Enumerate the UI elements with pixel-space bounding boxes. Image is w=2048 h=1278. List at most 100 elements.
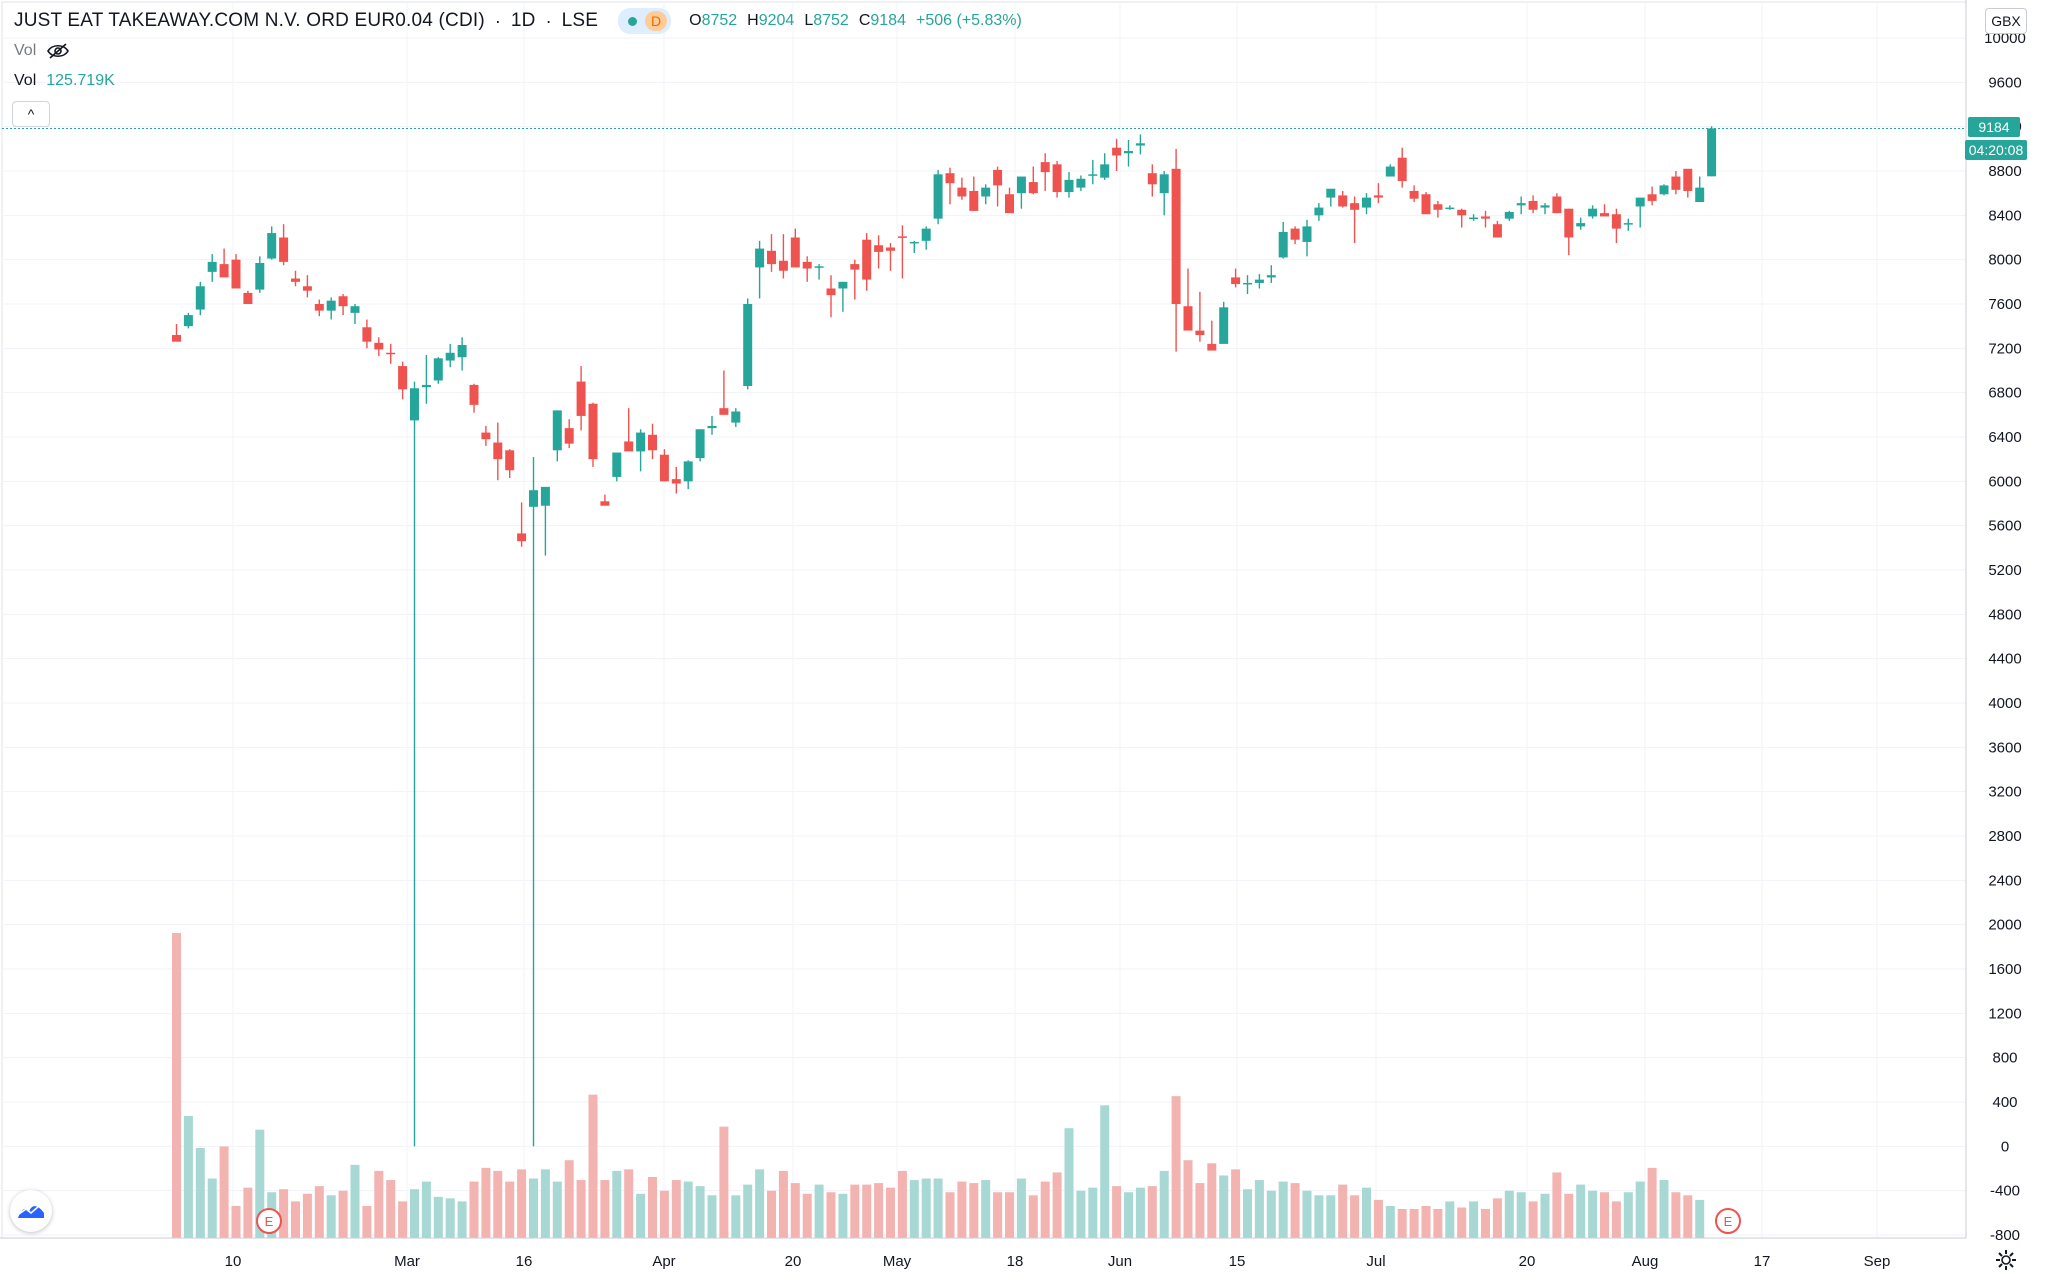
- time-tick-label: Mar: [394, 1253, 420, 1270]
- last-price-label: 9184: [1968, 117, 2020, 137]
- candle-body: [552, 410, 562, 451]
- volume-bar: [683, 1181, 693, 1238]
- candle-body: [1362, 197, 1371, 208]
- market-status[interactable]: D: [618, 8, 672, 34]
- candle-body: [1707, 128, 1717, 177]
- hidden-volume-row: Vol: [14, 42, 70, 60]
- currency-selector[interactable]: GBX: [1985, 8, 2027, 34]
- volume-bar: [1457, 1207, 1467, 1238]
- volume-bar: [909, 1180, 919, 1238]
- candle-body: [957, 187, 967, 197]
- gear-icon[interactable]: [1994, 1248, 2018, 1272]
- candle-body: [838, 281, 848, 289]
- candle-body: [398, 366, 408, 390]
- time-tick-label: 17: [1754, 1253, 1771, 1270]
- candle-body: [683, 461, 693, 482]
- volume-bar: [1409, 1209, 1419, 1238]
- volume-bar: [410, 1189, 419, 1238]
- candle-body: [481, 432, 491, 440]
- volume-bar: [1623, 1192, 1633, 1238]
- candle-body: [1088, 174, 1098, 176]
- candle-body: [255, 262, 265, 290]
- candle-body: [433, 358, 443, 381]
- volume-bar: [505, 1181, 515, 1238]
- price-tick-label: 2000: [1988, 917, 2021, 934]
- tradingview-logo-icon[interactable]: [10, 1190, 52, 1232]
- candle-body: [1254, 279, 1264, 283]
- candle-body: [1302, 226, 1312, 242]
- time-tick-label: 20: [785, 1253, 802, 1270]
- candle-body: [1124, 151, 1133, 154]
- volume-bar: [1445, 1201, 1455, 1238]
- volume-bar: [1516, 1192, 1526, 1238]
- volume-bar: [540, 1169, 550, 1238]
- volume-bar: [969, 1183, 979, 1238]
- delay-badge: D: [645, 11, 668, 31]
- volume-label: Vol: [14, 72, 37, 89]
- volume-bar: [1647, 1167, 1657, 1238]
- candle-body: [1600, 213, 1609, 217]
- time-tick-label: Aug: [1632, 1253, 1659, 1270]
- candle-body: [1052, 164, 1062, 193]
- volume-bar: [1076, 1190, 1086, 1238]
- candle-body: [1350, 203, 1360, 210]
- volume-bar: [1552, 1172, 1562, 1238]
- volume-bar: [1433, 1209, 1443, 1238]
- volume-bar: [481, 1167, 491, 1238]
- earnings-marker[interactable]: E: [256, 1208, 282, 1234]
- volume-bar: [1135, 1187, 1145, 1238]
- candle-body: [1135, 143, 1145, 146]
- high-value: 9204: [758, 12, 795, 29]
- price-tick-label: -800: [1990, 1227, 2020, 1244]
- volume-bar: [326, 1195, 336, 1238]
- candle-body: [1183, 306, 1193, 331]
- earnings-marker[interactable]: E: [1715, 1208, 1741, 1234]
- candle-body: [1385, 166, 1395, 177]
- candle-body: [183, 315, 193, 327]
- volume-bar: [374, 1170, 384, 1238]
- candle-body: [1695, 187, 1705, 203]
- candle-body: [576, 381, 586, 416]
- candle-body: [1635, 197, 1645, 207]
- volume-bar: [314, 1186, 324, 1238]
- interval-label[interactable]: 1D: [510, 10, 536, 31]
- candle-body: [1266, 275, 1276, 278]
- volume-label: Vol: [14, 42, 37, 59]
- price-tick-label: 6400: [1988, 429, 2021, 446]
- volume-bar: [1576, 1184, 1586, 1238]
- candle-body: [731, 411, 741, 423]
- candle-body: [1564, 208, 1574, 238]
- candle-body: [648, 434, 657, 451]
- volume-bar: [1564, 1193, 1574, 1238]
- price-tick-label: 800: [1992, 1050, 2017, 1067]
- candle-body: [231, 259, 241, 289]
- volume-bar: [790, 1183, 800, 1238]
- volume-bar: [659, 1190, 669, 1238]
- candle-body: [338, 296, 348, 307]
- price-tick-label: 8400: [1988, 207, 2021, 224]
- volume-bar: [743, 1184, 753, 1238]
- candle-body: [636, 432, 646, 452]
- ohlc-values: O8752 H9204 L8752 C9184 +506 (+5.83%): [689, 12, 1022, 30]
- price-tick-label: 7200: [1988, 340, 2021, 357]
- volume-bar: [1254, 1180, 1264, 1238]
- volume-bar: [1326, 1195, 1336, 1238]
- volume-bar: [707, 1195, 717, 1238]
- time-tick-label: 20: [1519, 1253, 1536, 1270]
- volume-bar: [802, 1193, 812, 1238]
- candle-body: [243, 292, 253, 304]
- eye-off-icon[interactable]: [46, 42, 70, 60]
- volume-bar: [1028, 1195, 1038, 1238]
- candle-body: [350, 306, 360, 313]
- candle-body: [790, 237, 800, 268]
- candle-body: [969, 190, 979, 211]
- price-tick-label: 5600: [1988, 518, 2021, 535]
- collapse-legend-button[interactable]: ^: [12, 101, 50, 127]
- price-tick-label: 400: [1992, 1094, 2017, 1111]
- candle-body: [897, 236, 907, 238]
- symbol-title[interactable]: JUST EAT TAKEAWAY.COM N.V. ORD EUR0.04 (…: [14, 10, 485, 31]
- low-label: L: [804, 12, 814, 29]
- candle-body: [219, 264, 229, 278]
- candle-body: [1338, 195, 1348, 207]
